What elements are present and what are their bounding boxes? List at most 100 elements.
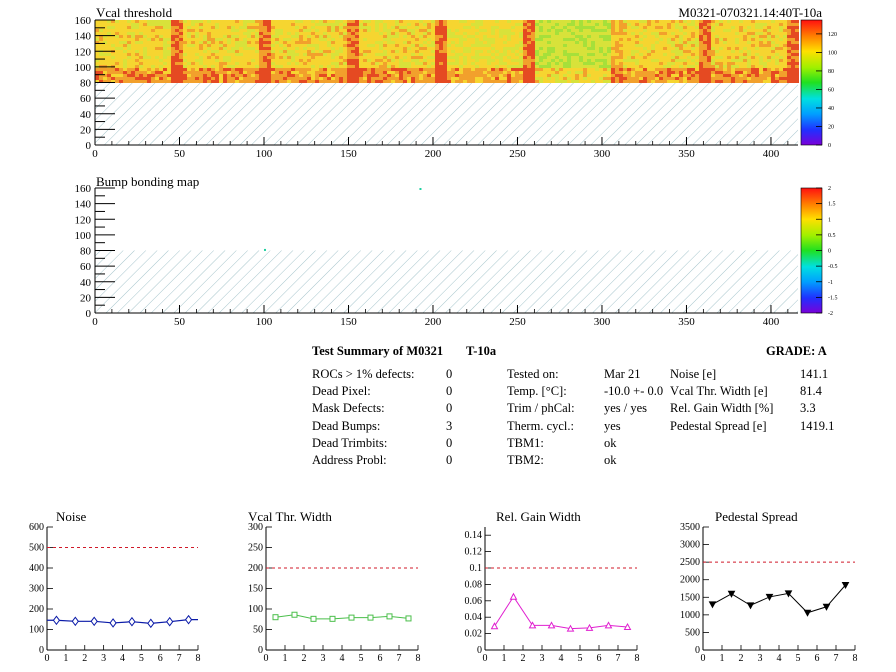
- heatmap-cell: [559, 53, 563, 56]
- heatmap-cell: [547, 44, 551, 47]
- heatmap-cell: [379, 29, 383, 32]
- heatmap-cell: [723, 20, 727, 23]
- heatmap-cell: [123, 41, 127, 44]
- heatmap-cell: [367, 38, 371, 41]
- heatmap-cell: [191, 29, 195, 32]
- heatmap-cell: [619, 20, 623, 23]
- heatmap-cell: [631, 71, 635, 74]
- heatmap-cell: [687, 53, 691, 56]
- heatmap-cell: [199, 44, 203, 47]
- heatmap-cell: [215, 62, 219, 65]
- heatmap-cell: [667, 32, 671, 35]
- heatmap-cell: [779, 47, 783, 50]
- heatmap-cell: [359, 47, 363, 50]
- heatmap-cell: [483, 23, 487, 26]
- heatmap-cell: [707, 20, 711, 23]
- heatmap-cell: [311, 35, 315, 38]
- heatmap-cell: [195, 47, 199, 50]
- data-point: [746, 602, 755, 610]
- heatmap-cell: [695, 56, 699, 59]
- heatmap-cell: [219, 77, 223, 80]
- heatmap-cell: [687, 65, 691, 68]
- heatmap-cell: [755, 59, 759, 62]
- y-tick-label: 40: [80, 109, 92, 121]
- heatmap-cell: [379, 59, 383, 62]
- heatmap-cell: [699, 26, 703, 29]
- heatmap-cell: [747, 59, 751, 62]
- heatmap-cell: [595, 26, 599, 29]
- heatmap-cell: [107, 77, 111, 80]
- heatmap-cell: [519, 56, 523, 59]
- heatmap-cell: [147, 80, 151, 83]
- heatmap-cell: [259, 56, 263, 59]
- heatmap-cell: [787, 74, 791, 77]
- condition-value: yes: [604, 418, 621, 433]
- heatmap-cell: [327, 50, 331, 53]
- heatmap-cell: [711, 50, 715, 53]
- heatmap-cell: [591, 74, 595, 77]
- heatmap-cell: [259, 32, 263, 35]
- heatmap-cell: [627, 65, 631, 68]
- heatmap-cell: [623, 38, 627, 41]
- heatmap-cell: [95, 47, 99, 50]
- x-tick-label: 8: [635, 653, 640, 664]
- heatmap-cell: [675, 35, 679, 38]
- heatmap-cell: [635, 44, 639, 47]
- heatmap-cell: [459, 32, 463, 35]
- heatmap-cell: [507, 38, 511, 41]
- x-tick-label: 1: [283, 653, 288, 664]
- heatmap-cell: [419, 68, 423, 71]
- heatmap-cell: [99, 29, 103, 32]
- heatmap-cell: [279, 35, 283, 38]
- heatmap-cell: [207, 71, 211, 74]
- heatmap-cell: [287, 65, 291, 68]
- heatmap-cell: [391, 65, 395, 68]
- heatmap-cell: [227, 74, 231, 77]
- heatmap-cell: [603, 50, 607, 53]
- heatmap-cell: [311, 59, 315, 62]
- heatmap-cell: [679, 20, 683, 23]
- heatmap-cell: [175, 44, 179, 47]
- heatmap-cell: [331, 26, 335, 29]
- heatmap-cell: [211, 23, 215, 26]
- heatmap-cell: [307, 71, 311, 74]
- heatmap-cell: [635, 23, 639, 26]
- heatmap-cell: [123, 65, 127, 68]
- heatmap-cell: [659, 23, 663, 26]
- heatmap-cell: [603, 56, 607, 59]
- heatmap-cell: [171, 65, 175, 68]
- heatmap-cell: [647, 65, 651, 68]
- heatmap-cell: [487, 20, 491, 23]
- heatmap-cell: [103, 71, 107, 74]
- heatmap-cell: [643, 41, 647, 44]
- y-tick-label: 0.1: [470, 563, 483, 574]
- heatmap-cell: [791, 65, 795, 68]
- heatmap-cell: [431, 38, 435, 41]
- heatmap-cell: [699, 32, 703, 35]
- heatmap-cell: [435, 50, 439, 53]
- heatmap-cell: [235, 65, 239, 68]
- heatmap-cell: [631, 62, 635, 65]
- heatmap-cell: [455, 65, 459, 68]
- heatmap-cell: [159, 59, 163, 62]
- heatmap-cell: [163, 44, 167, 47]
- heatmap-cell: [539, 35, 543, 38]
- heatmap-cell: [639, 29, 643, 32]
- heatmap-cell: [155, 56, 159, 59]
- heatmap-cell: [747, 74, 751, 77]
- heatmap-cell: [215, 26, 219, 29]
- data-point: [623, 622, 632, 631]
- heatmap-cell: [791, 26, 795, 29]
- heatmap-cell: [711, 65, 715, 68]
- heatmap-cell: [179, 44, 183, 47]
- heatmap-cell: [739, 29, 743, 32]
- heatmap-cell: [411, 59, 415, 62]
- heatmap-cell: [207, 38, 211, 41]
- heatmap-cell: [695, 44, 699, 47]
- heatmap-cell: [375, 35, 379, 38]
- heatmap-cell: [463, 38, 467, 41]
- heatmap-cell: [123, 26, 127, 29]
- heatmap-cell: [547, 71, 551, 74]
- heatmap-cell: [255, 41, 259, 44]
- heatmap-cell: [507, 47, 511, 50]
